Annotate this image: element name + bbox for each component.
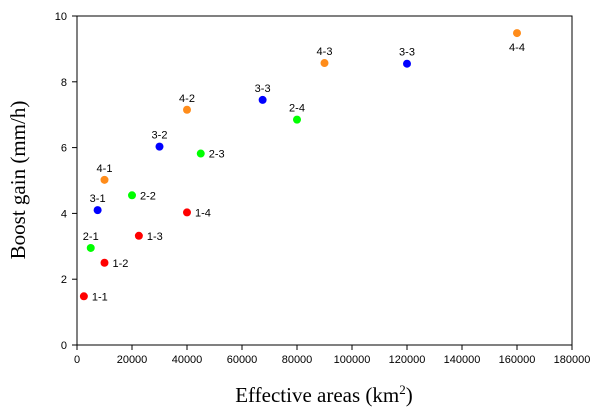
x-tick-label: 80000 <box>282 354 313 366</box>
data-point-4-1 <box>100 175 109 184</box>
data-point-4-2 <box>183 105 191 114</box>
point-label-1-1: 1-1 <box>92 291 108 303</box>
x-tick-label: 60000 <box>227 354 258 366</box>
point-label-3-3: 3-3 <box>399 47 415 59</box>
x-tick-label: 100000 <box>334 354 371 366</box>
x-axis-title-text: Effective areas (km <box>235 383 399 407</box>
data-points <box>79 29 521 301</box>
point-label-3-2: 3-2 <box>152 130 168 142</box>
point-label-4-4: 4-4 <box>509 42 525 54</box>
x-axis-title: Effective areas (km2) <box>235 382 413 407</box>
y-axis-title: Boost gain (mm/h) <box>6 101 30 260</box>
plot-frame <box>76 15 573 346</box>
y-tick-label: 2 <box>61 274 67 286</box>
data-point-1-4 <box>183 208 191 217</box>
data-point-4-4 <box>513 29 521 38</box>
point-label-4-3: 4-3 <box>317 46 333 58</box>
data-point-3-1 <box>93 206 102 215</box>
x-tick-label: 160000 <box>499 354 536 366</box>
data-point-4-3 <box>320 59 329 68</box>
y-tick-label: 6 <box>61 143 67 155</box>
point-label-1-4: 1-4 <box>195 207 211 219</box>
x-tick-label: 20000 <box>117 354 148 366</box>
x-tick-label: 40000 <box>172 354 203 366</box>
x-tick-label: 0 <box>74 354 80 366</box>
data-point-2-3 <box>196 149 205 158</box>
data-point-3-2 <box>155 142 164 151</box>
x-axis-title-superscript: 2 <box>399 382 406 397</box>
data-point-2-1 <box>86 243 95 252</box>
data-point-3-3 <box>258 95 267 104</box>
point-label-4-1: 4-1 <box>97 163 113 175</box>
data-point-1-2 <box>100 258 109 267</box>
point-label-2-2: 2-2 <box>140 190 156 202</box>
point-label-1-3: 1-3 <box>147 231 163 243</box>
y-tick-label: 8 <box>61 77 67 89</box>
y-tick-label: 4 <box>61 208 67 220</box>
point-label-3-3: 3-3 <box>255 83 271 95</box>
point-label-1-2: 1-2 <box>113 258 129 270</box>
x-tick-label: 180000 <box>554 354 591 366</box>
data-point-2-4 <box>293 115 301 124</box>
data-point-1-3 <box>134 231 143 240</box>
point-label-2-1: 2-1 <box>83 231 99 243</box>
x-tick-label: 120000 <box>389 354 426 366</box>
x-tick-label: 140000 <box>444 354 481 366</box>
point-label-4-2: 4-2 <box>179 93 195 105</box>
point-label-3-1: 3-1 <box>90 193 106 205</box>
data-point-1-1 <box>79 292 88 301</box>
point-label-2-4: 2-4 <box>289 103 305 115</box>
x-axis-title-end: ) <box>406 383 413 407</box>
y-tick-label: 10 <box>55 11 67 23</box>
y-tick-label: 0 <box>61 340 67 352</box>
data-point-2-2 <box>128 191 136 200</box>
point-labels: 1-1 1-2 1-3 1-4 2-1 2-2 2-3 2-4 3-1 3-2 3-3 3-3 4-1 4… <box>83 42 525 303</box>
axes: 0 20000 40000 60000 80000 100000 120000 140000 1… <box>55 11 591 366</box>
point-label-2-3: 2-3 <box>209 149 225 161</box>
data-point-3-3 <box>403 59 411 68</box>
